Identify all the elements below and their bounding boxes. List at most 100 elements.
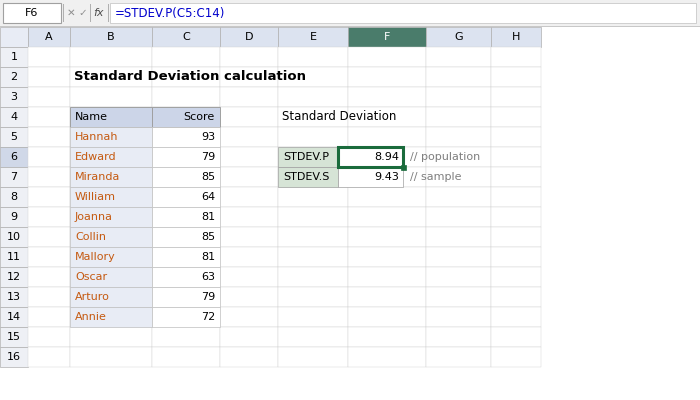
Bar [0, 67, 28, 87]
Bar [70, 167, 152, 187]
Bar [152, 347, 220, 367]
Bar [278, 107, 348, 127]
Bar [28, 187, 70, 207]
Bar [0, 267, 28, 287]
Bar [348, 127, 426, 147]
Bar [28, 167, 70, 187]
Bar [0, 27, 28, 47]
Bar [0, 327, 28, 347]
Bar [152, 147, 220, 167]
Text: A: A [46, 32, 52, 42]
Bar [278, 207, 348, 227]
Bar [220, 347, 278, 367]
Bar [491, 67, 541, 87]
Bar [278, 287, 348, 307]
Bar [152, 247, 220, 267]
Bar [28, 27, 70, 47]
Bar [491, 87, 541, 107]
Text: Annie: Annie [75, 312, 107, 322]
Bar [0, 247, 28, 267]
Bar [70, 207, 152, 227]
Text: 72: 72 [201, 312, 215, 322]
Bar [220, 247, 278, 267]
Bar [70, 307, 152, 327]
Bar [491, 27, 541, 47]
Bar [426, 87, 491, 107]
Bar [70, 167, 152, 187]
Bar [152, 307, 220, 327]
Bar [152, 227, 220, 247]
Bar [152, 47, 220, 67]
Bar [278, 127, 348, 147]
Bar [220, 267, 278, 287]
Bar [28, 267, 70, 287]
Text: 81: 81 [201, 212, 215, 222]
Text: 3: 3 [10, 92, 18, 102]
Bar [348, 267, 426, 287]
Bar [152, 67, 220, 87]
Bar [491, 127, 541, 147]
Bar [278, 67, 348, 87]
Bar [152, 247, 220, 267]
Bar [0, 26, 700, 27]
Bar [70, 127, 152, 147]
Bar [338, 147, 403, 167]
Bar [0, 187, 28, 207]
Bar [0, 227, 28, 247]
Bar [348, 207, 426, 227]
Bar [278, 267, 348, 287]
Bar [426, 127, 491, 147]
Text: 2: 2 [10, 72, 18, 82]
Bar [491, 207, 541, 227]
Bar [70, 267, 152, 287]
Bar [426, 227, 491, 247]
Bar [220, 27, 278, 47]
Bar [348, 327, 426, 347]
Text: D: D [245, 32, 253, 42]
Bar [152, 327, 220, 347]
Text: 85: 85 [201, 232, 215, 242]
Bar [152, 27, 220, 47]
Bar [338, 167, 403, 187]
Bar [220, 87, 278, 107]
Text: 15: 15 [7, 332, 21, 342]
Bar [152, 167, 220, 187]
Bar [278, 147, 348, 167]
Bar [28, 107, 70, 127]
Text: 81: 81 [201, 252, 215, 262]
Text: C: C [182, 32, 190, 42]
Text: Hannah: Hannah [75, 132, 118, 142]
Bar [70, 287, 152, 307]
Text: ✕: ✕ [66, 8, 76, 18]
Text: 8: 8 [10, 192, 18, 202]
Text: B: B [107, 32, 115, 42]
Bar [70, 187, 152, 207]
Text: // sample: // sample [410, 172, 461, 182]
Bar [28, 147, 70, 167]
Text: 14: 14 [7, 312, 21, 322]
Text: Standard Deviation calculation: Standard Deviation calculation [74, 70, 306, 84]
Bar [220, 107, 278, 127]
Bar [348, 47, 426, 67]
Bar [220, 147, 278, 167]
Bar [426, 67, 491, 87]
Text: 16: 16 [7, 352, 21, 362]
Bar [70, 327, 152, 347]
Bar [426, 147, 491, 167]
Bar [220, 167, 278, 187]
Bar [426, 187, 491, 207]
Bar [348, 347, 426, 367]
Bar [426, 327, 491, 347]
Text: Edward: Edward [75, 152, 117, 162]
Bar [278, 247, 348, 267]
Bar [152, 207, 220, 227]
Text: STDEV.S: STDEV.S [283, 172, 330, 182]
Bar [426, 47, 491, 67]
Bar [152, 187, 220, 207]
Bar [152, 287, 220, 307]
Bar [278, 87, 348, 107]
Bar [491, 327, 541, 347]
Text: 64: 64 [201, 192, 215, 202]
Text: 8.94: 8.94 [374, 152, 399, 162]
Bar [108, 4, 109, 22]
